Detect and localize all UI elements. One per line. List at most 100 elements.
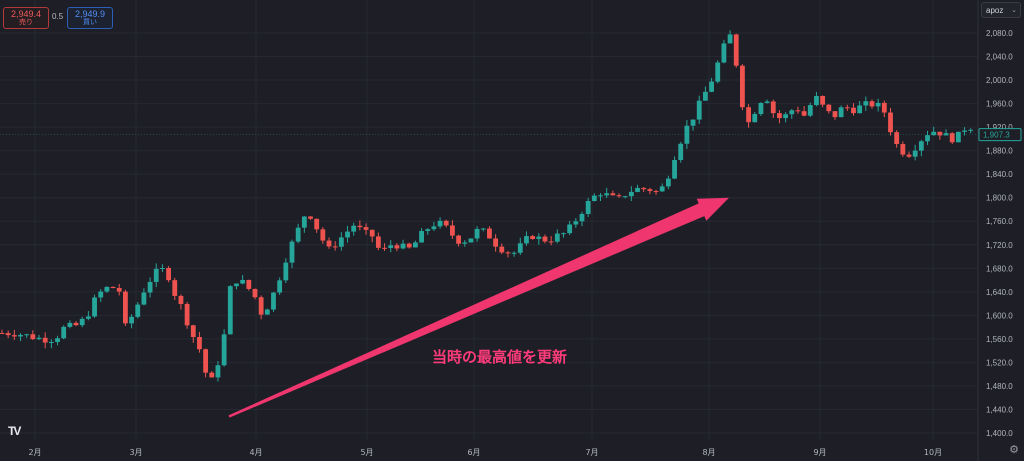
time-tick-label: 10月 xyxy=(924,448,942,457)
candle-body xyxy=(653,191,659,193)
candle-body xyxy=(227,286,233,335)
price-tick-label: 1,480.0 xyxy=(986,382,1013,391)
candle-body xyxy=(807,105,813,116)
time-tick-label: 3月 xyxy=(129,448,142,457)
candle-body xyxy=(777,113,782,119)
candle-body xyxy=(462,242,468,244)
price-tick-label: 1,840.0 xyxy=(986,170,1013,179)
candle-body xyxy=(450,225,455,236)
candle-body xyxy=(234,283,239,287)
price-tick-label: 1,800.0 xyxy=(986,194,1013,203)
candle-body xyxy=(55,338,60,343)
candle-body xyxy=(320,229,326,241)
candle-body xyxy=(659,186,665,192)
candle-body xyxy=(0,333,5,334)
candle-body xyxy=(511,252,517,254)
candle-body xyxy=(289,241,295,263)
candle-body xyxy=(147,281,153,293)
time-tick-label: 7月 xyxy=(585,448,598,457)
candle-body xyxy=(925,135,930,142)
candle-body xyxy=(42,337,48,343)
candle-body xyxy=(425,229,431,231)
candle-body xyxy=(153,268,159,282)
gear-icon[interactable]: ⚙ xyxy=(1009,444,1019,456)
candle-body xyxy=(18,334,23,337)
candles xyxy=(0,30,974,382)
candle-body xyxy=(561,233,566,235)
candle-body xyxy=(215,365,221,378)
candle-body xyxy=(400,243,406,249)
trend-arrow[interactable] xyxy=(228,197,730,418)
candle-body xyxy=(752,114,758,123)
candle-body xyxy=(635,187,640,192)
candle-body xyxy=(493,238,499,247)
price-tick-label: 1,720.0 xyxy=(986,241,1013,250)
tradingview-logo-icon[interactable]: TV xyxy=(8,424,21,438)
candle-body xyxy=(36,337,42,340)
candle-body xyxy=(129,316,134,324)
candle-body xyxy=(715,62,721,82)
buy-label: 買い xyxy=(83,19,97,26)
candle-body xyxy=(542,236,548,242)
candle-body xyxy=(888,112,893,133)
candle-body xyxy=(437,220,443,227)
candle-body xyxy=(190,325,196,338)
candle-body xyxy=(789,110,795,115)
candle-body xyxy=(178,295,184,304)
candle-body xyxy=(308,216,313,219)
candle-body xyxy=(912,150,918,157)
sell-button[interactable]: 2,949.4 売り xyxy=(3,7,49,29)
candle-body xyxy=(814,95,819,106)
candle-body xyxy=(530,236,536,239)
candle-body xyxy=(709,81,714,92)
candle-body xyxy=(221,334,227,366)
price-tick-label: 1,920.0 xyxy=(986,123,1013,132)
candle-body xyxy=(468,238,474,243)
time-tick-label: 5月 xyxy=(360,448,373,457)
candle-body xyxy=(67,322,73,327)
last-price-box xyxy=(978,128,1022,142)
candle-body xyxy=(61,326,67,339)
candle-body xyxy=(690,119,696,126)
candle-body xyxy=(487,228,492,239)
candle-body xyxy=(598,195,603,197)
candle-body xyxy=(166,268,171,281)
candle-body xyxy=(116,287,122,292)
candle-body xyxy=(851,107,856,114)
candle-body xyxy=(326,240,332,247)
time-axis: 2月 3月 4月 5月 6月 7月 8月 9月 10月 xyxy=(28,448,942,457)
candle-body xyxy=(48,342,54,344)
candle-body xyxy=(271,292,276,310)
candle-body xyxy=(79,318,85,326)
candle-body xyxy=(98,291,104,298)
candle-body xyxy=(554,233,560,242)
candle-body xyxy=(968,129,974,131)
candle-body xyxy=(357,225,363,228)
candle-body xyxy=(616,195,622,197)
candle-body xyxy=(246,279,252,289)
candle-body xyxy=(351,225,357,232)
candle-body xyxy=(443,220,449,226)
chevron-down-icon: ⌄ xyxy=(1011,7,1017,14)
candle-body xyxy=(197,337,202,350)
candle-body xyxy=(622,196,628,198)
annotation-text: 当時の最高値を更新 xyxy=(432,348,567,366)
candle-body xyxy=(567,224,573,234)
last-price-label: 1,907.3 xyxy=(983,131,1010,140)
candle-body xyxy=(585,200,591,214)
candle-body xyxy=(548,241,554,243)
candle-body xyxy=(11,335,17,337)
price-tick-label: 2,000.0 xyxy=(986,76,1013,85)
candle-body xyxy=(73,322,79,326)
candle-body xyxy=(345,231,350,238)
candle-body xyxy=(160,268,165,270)
buy-button[interactable]: 2,949.9 買い xyxy=(67,7,113,29)
candle-body xyxy=(696,100,702,120)
candle-body xyxy=(641,187,647,190)
candle-body xyxy=(955,131,961,143)
candle-body xyxy=(795,110,801,112)
symbol-selector[interactable]: apoz ⌄ xyxy=(981,2,1021,18)
candle-body xyxy=(733,34,739,66)
candle-body xyxy=(388,245,394,248)
